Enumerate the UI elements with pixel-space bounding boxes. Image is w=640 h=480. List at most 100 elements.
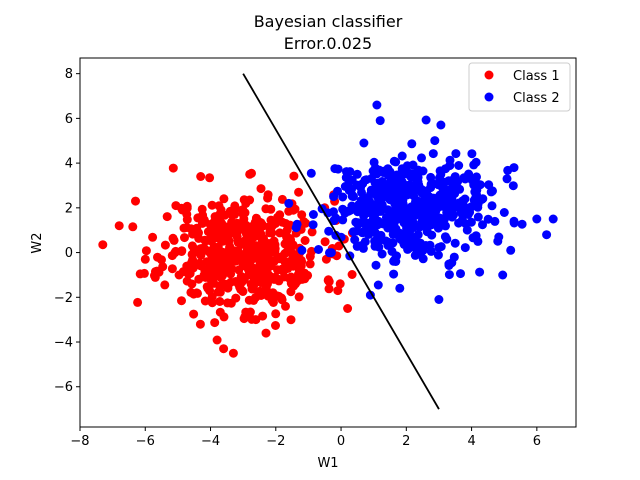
- data-point: [415, 209, 425, 219]
- data-point: [417, 188, 427, 198]
- data-point: [548, 214, 558, 224]
- data-point: [331, 213, 341, 223]
- data-point: [532, 214, 542, 224]
- data-point: [405, 228, 414, 237]
- data-point: [423, 211, 433, 221]
- data-point: [232, 218, 242, 228]
- data-point: [508, 181, 518, 191]
- x-tick-label: −4: [201, 434, 220, 449]
- data-point: [183, 269, 193, 279]
- data-point: [258, 270, 268, 280]
- data-point: [297, 274, 307, 284]
- data-point: [430, 136, 440, 146]
- y-tick-label: 0: [65, 246, 73, 261]
- y-tick-label: −6: [54, 380, 73, 395]
- data-point: [450, 238, 460, 248]
- data-point: [218, 236, 228, 246]
- legend-label-class-2: Class 2: [513, 91, 560, 106]
- data-point: [307, 246, 316, 256]
- data-point: [263, 190, 273, 200]
- data-point: [263, 279, 272, 289]
- data-point: [255, 286, 265, 296]
- data-point: [389, 256, 399, 266]
- x-tick-label: −8: [70, 434, 89, 449]
- data-point: [215, 287, 225, 297]
- data-point: [378, 168, 388, 177]
- data-point: [285, 238, 295, 248]
- data-point: [220, 210, 230, 220]
- data-point: [447, 212, 457, 222]
- data-point: [466, 217, 476, 227]
- data-point: [426, 172, 436, 182]
- x-tick-label: −2: [266, 434, 285, 449]
- data-point: [418, 166, 428, 176]
- data-point: [417, 153, 426, 163]
- data-point: [211, 271, 221, 281]
- data-point: [238, 261, 248, 271]
- data-point: [441, 164, 450, 174]
- data-point: [277, 194, 287, 204]
- data-point: [256, 184, 266, 194]
- data-point: [135, 269, 145, 279]
- data-point: [167, 264, 177, 274]
- legend-box: [468, 62, 571, 112]
- data-point: [383, 237, 393, 247]
- y-axis-label: W2: [30, 232, 45, 253]
- data-point: [244, 295, 254, 305]
- data-point: [359, 138, 369, 148]
- data-point: [386, 177, 396, 187]
- data-point: [224, 261, 234, 271]
- data-point: [274, 254, 284, 264]
- data-point: [473, 212, 483, 222]
- data-point: [273, 265, 282, 275]
- data-point: [221, 250, 231, 260]
- data-point: [270, 272, 280, 282]
- data-point: [393, 197, 403, 206]
- data-point: [330, 164, 340, 174]
- data-point: [275, 210, 285, 220]
- data-point: [247, 284, 257, 294]
- data-point: [425, 240, 435, 250]
- data-point: [449, 252, 459, 262]
- data-point: [207, 236, 217, 246]
- data-point: [179, 223, 189, 233]
- data-point: [320, 237, 330, 247]
- data-point: [239, 314, 249, 324]
- data-point: [210, 212, 220, 222]
- data-point: [434, 243, 444, 252]
- data-point: [422, 227, 432, 237]
- chart-title: Bayesian classifier: [254, 12, 403, 31]
- data-point: [388, 213, 398, 223]
- data-point: [140, 254, 150, 264]
- data-point: [434, 222, 444, 232]
- data-point: [323, 275, 333, 285]
- data-point: [284, 198, 294, 208]
- data-point: [286, 315, 296, 325]
- data-point: [195, 319, 205, 329]
- data-point: [450, 172, 460, 182]
- data-point: [366, 189, 376, 199]
- data-point: [275, 228, 285, 238]
- data-point: [258, 311, 268, 321]
- data-point: [471, 231, 481, 241]
- data-point: [187, 249, 197, 259]
- data-point: [372, 100, 382, 110]
- data-point: [393, 204, 403, 214]
- data-point: [169, 235, 179, 245]
- data-point: [506, 245, 516, 255]
- data-point: [300, 236, 310, 245]
- x-tick-label: −6: [136, 434, 155, 449]
- data-point: [442, 234, 452, 244]
- data-point: [454, 198, 464, 208]
- legend: Class 1 Class 2: [468, 62, 571, 112]
- data-point: [429, 205, 439, 215]
- data-point: [350, 235, 360, 245]
- data-point: [469, 160, 479, 170]
- data-point: [254, 245, 264, 255]
- data-point: [509, 216, 519, 226]
- data-point: [488, 186, 497, 196]
- data-point: [377, 249, 387, 259]
- data-point: [460, 243, 470, 253]
- plot-frame: [79, 57, 577, 428]
